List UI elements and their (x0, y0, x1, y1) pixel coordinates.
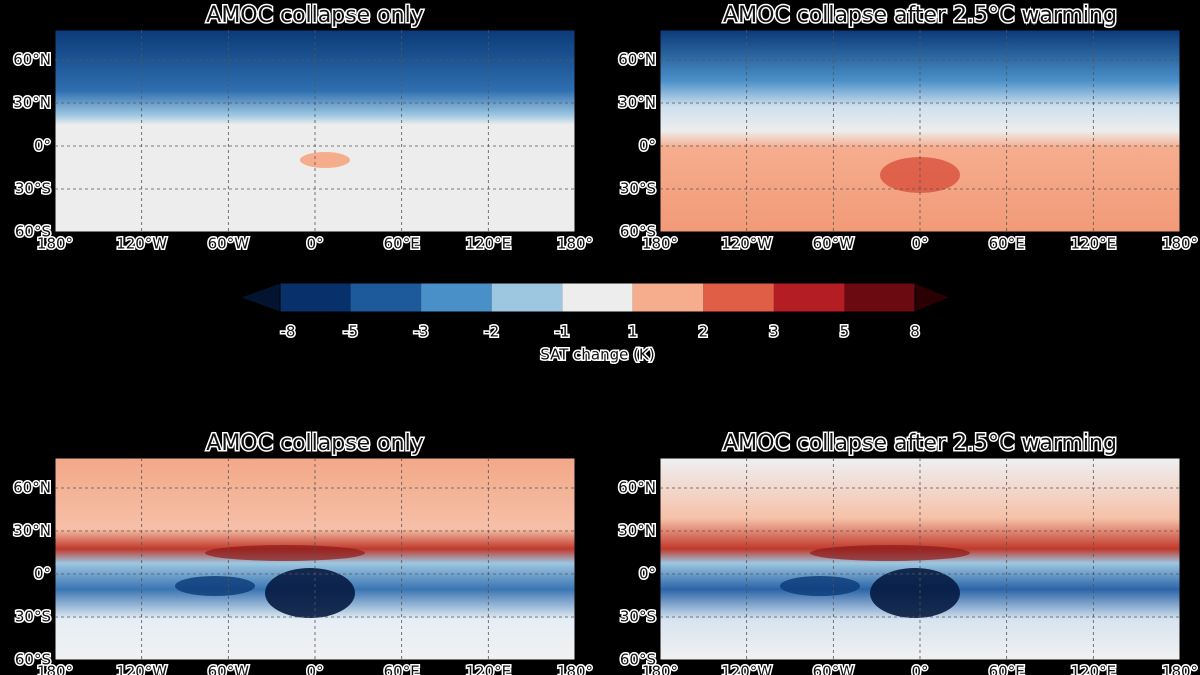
map-panel: AMOC collapse only 180° 120°W 60°W 0° 60°E 120… (12, 2, 595, 255)
colorbar-bin (280, 283, 351, 312)
colorbar-tick-label: -3 (414, 323, 429, 341)
colorbar-bin (421, 283, 492, 312)
lon-label: 180° (642, 235, 678, 253)
colorbar-bin (562, 283, 633, 312)
lon-label: 0° (911, 663, 928, 675)
colorbar-bin (350, 283, 422, 312)
map-panel: AMOC collapse after 2.5°C warming 180° 120… (617, 430, 1200, 675)
panel-title: AMOC collapse only (206, 431, 423, 456)
lon-label: 60°E (989, 663, 1025, 675)
colorbar-bin (773, 283, 845, 312)
colorbar-bin (703, 283, 774, 312)
lon-label: 180° (642, 663, 678, 675)
lon-label: 120°E (1071, 235, 1117, 253)
panel-title: AMOC collapse after 2.5°C warming (723, 3, 1117, 28)
field-blob (265, 568, 355, 618)
lon-label: 180° (557, 235, 593, 253)
colorbar-bin (844, 283, 915, 312)
field-blob (205, 545, 365, 561)
lon-label: 180° (37, 663, 73, 675)
lat-label: 30°N (13, 522, 51, 540)
lon-label: 0° (306, 235, 323, 253)
colorbar-tick-label: 2 (699, 323, 709, 341)
colorbar-under (238, 282, 281, 313)
colorbar-bin (491, 283, 563, 312)
lat-label: 0° (639, 137, 656, 155)
map-panel: AMOC collapse only 180° 120°W 60°W 0° 60°E 120… (12, 430, 595, 675)
colorbar-tick-label: -5 (343, 323, 358, 341)
lat-label: 30°N (13, 94, 51, 112)
lat-label: 60°N (13, 479, 51, 497)
colorbar-tick-label: -8 (281, 323, 296, 341)
colorbar-label: SAT change (K) (540, 346, 654, 364)
field-blob (780, 576, 860, 596)
lat-label: 60°N (13, 51, 51, 69)
colorbar-tick-label: 3 (769, 323, 779, 341)
lon-label: 60°E (989, 235, 1025, 253)
lat-label: 0° (34, 565, 51, 583)
panel-title: AMOC collapse after 2.5°C warming (723, 431, 1117, 456)
lon-label: 60°W (813, 663, 855, 675)
lat-label: 60°S (15, 651, 51, 669)
panel-title: AMOC collapse only (206, 3, 423, 28)
colorbar-tick-label: -1 (555, 323, 570, 341)
lon-label: 120°E (1071, 663, 1117, 675)
colorbar-tick-label: 8 (910, 323, 920, 341)
lat-label: 60°S (620, 223, 656, 241)
lon-label: 120°W (721, 663, 772, 675)
lon-label: 120°W (721, 235, 772, 253)
lat-label: 30°N (618, 94, 656, 112)
lat-label: 30°S (620, 180, 656, 198)
lon-label: 120°W (116, 235, 167, 253)
lat-label: 0° (639, 565, 656, 583)
colorbar-over (914, 282, 952, 313)
lon-label: 120°E (466, 663, 512, 675)
lat-label: 30°N (618, 522, 656, 540)
lon-label: 120°W (116, 663, 167, 675)
colorbar-frame (279, 282, 916, 313)
lat-label: 30°S (620, 608, 656, 626)
lon-label: 180° (1162, 663, 1198, 675)
lat-label: 60°N (618, 479, 656, 497)
lon-label: 60°W (208, 235, 250, 253)
field-blob (175, 576, 255, 596)
lat-label: 60°S (15, 223, 51, 241)
lon-label: 60°E (384, 235, 420, 253)
lon-label: 120°E (466, 235, 512, 253)
colorbar-tick-label: -2 (484, 323, 499, 341)
map-panel: AMOC collapse after 2.5°C warming 180° 120… (617, 2, 1200, 255)
colorbar-tick-label: 1 (628, 323, 638, 341)
lon-label: 0° (911, 235, 928, 253)
lat-label: 30°S (15, 608, 51, 626)
lat-label: 30°S (15, 180, 51, 198)
field-blob (870, 568, 960, 618)
field-blob (810, 545, 970, 561)
lon-label: 180° (37, 235, 73, 253)
lon-label: 60°E (384, 663, 420, 675)
lon-label: 60°W (208, 663, 250, 675)
field-blob (300, 152, 350, 168)
colorbar-tick-label: 5 (840, 323, 850, 341)
lat-label: 60°S (620, 651, 656, 669)
lat-label: 60°N (618, 51, 656, 69)
lon-label: 180° (1162, 235, 1198, 253)
lon-label: 180° (557, 663, 593, 675)
lon-label: 60°W (813, 235, 855, 253)
lon-label: 0° (306, 663, 323, 675)
colorbar-bin (632, 283, 704, 312)
lat-label: 0° (34, 137, 51, 155)
